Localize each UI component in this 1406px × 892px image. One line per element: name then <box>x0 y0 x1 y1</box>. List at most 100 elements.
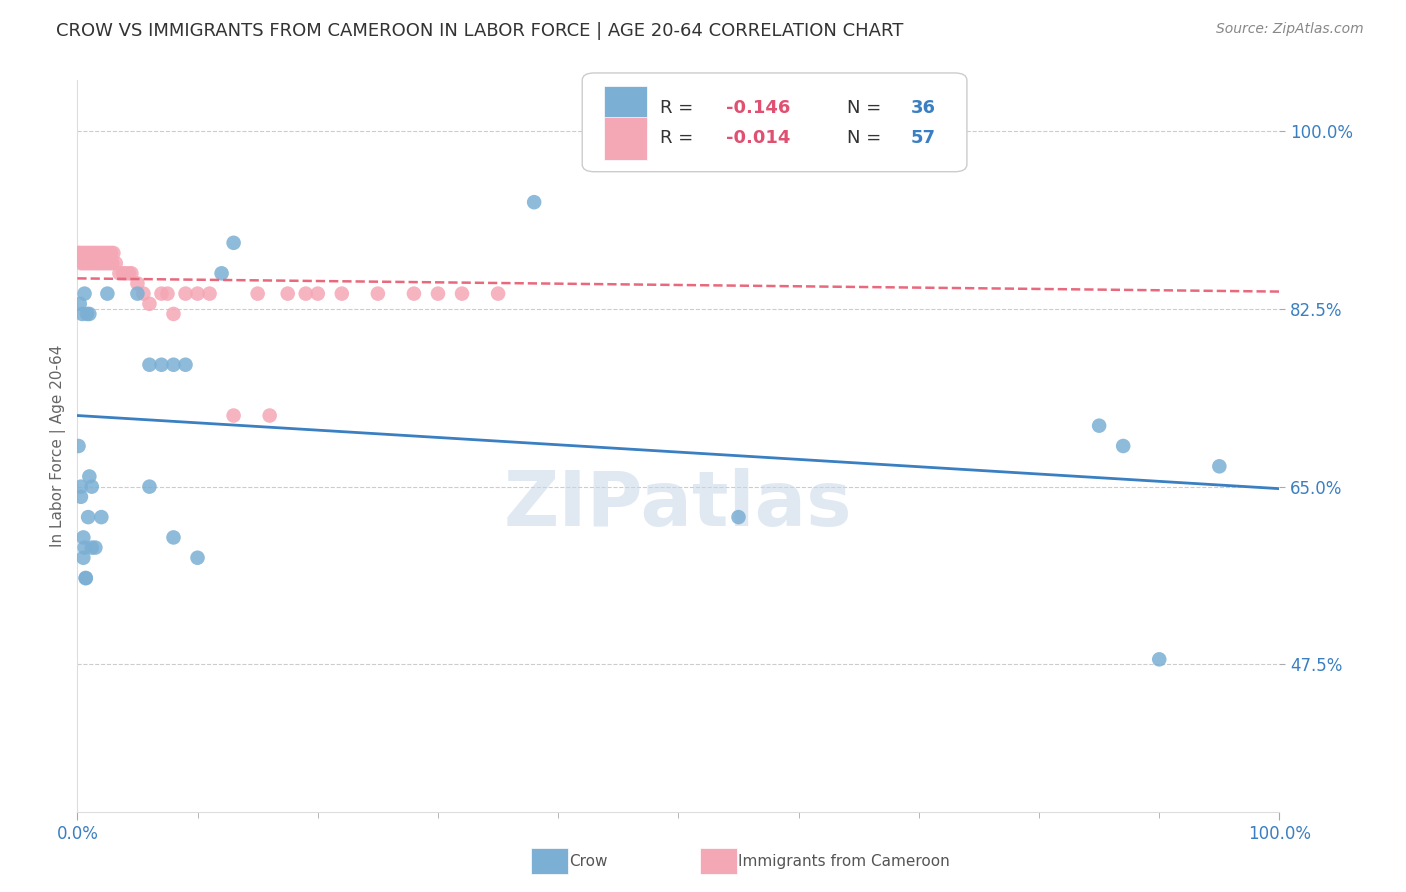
Point <box>174 358 197 372</box>
Point <box>84 541 107 555</box>
Text: -0.146: -0.146 <box>727 99 790 117</box>
Point <box>127 286 149 301</box>
Point <box>211 266 233 280</box>
Point <box>80 541 103 555</box>
Point <box>156 286 179 301</box>
Point <box>174 286 197 301</box>
Point <box>97 246 120 260</box>
Point <box>79 469 101 483</box>
Point <box>186 550 209 565</box>
Point <box>84 256 107 270</box>
Point <box>101 256 124 270</box>
Point <box>75 256 97 270</box>
Point <box>70 490 93 504</box>
Point <box>75 571 97 585</box>
Point <box>727 510 749 524</box>
Point <box>83 246 105 260</box>
Point <box>138 480 160 494</box>
Point <box>186 286 209 301</box>
FancyBboxPatch shape <box>582 73 967 171</box>
Point <box>67 439 90 453</box>
Point <box>73 286 96 301</box>
Point <box>222 235 245 250</box>
Point <box>307 286 329 301</box>
Point <box>138 358 160 372</box>
Point <box>79 246 101 260</box>
Point <box>96 246 118 260</box>
Point <box>96 256 118 270</box>
Text: Source: ZipAtlas.com: Source: ZipAtlas.com <box>1216 22 1364 37</box>
Text: Crow: Crow <box>569 855 607 869</box>
Point <box>94 256 117 270</box>
Point <box>100 246 122 260</box>
Point <box>108 266 131 280</box>
Point <box>70 256 93 270</box>
Point <box>1208 459 1230 474</box>
Point <box>120 266 142 280</box>
Point <box>69 246 91 260</box>
Point <box>523 195 546 210</box>
Point <box>402 286 425 301</box>
Point <box>103 246 125 260</box>
Point <box>91 256 114 270</box>
Point <box>127 277 149 291</box>
Point <box>114 266 136 280</box>
Point <box>198 286 221 301</box>
Point <box>87 246 110 260</box>
Point <box>486 286 509 301</box>
Point <box>1149 652 1171 666</box>
Point <box>1112 439 1135 453</box>
Point <box>80 480 103 494</box>
Point <box>150 286 173 301</box>
Point <box>76 307 98 321</box>
Point <box>90 246 112 260</box>
Point <box>69 297 91 311</box>
Point <box>294 286 316 301</box>
Text: N =: N = <box>846 129 887 147</box>
Text: 36: 36 <box>911 99 935 117</box>
Text: 57: 57 <box>911 129 935 147</box>
FancyBboxPatch shape <box>603 87 647 129</box>
Point <box>87 256 110 270</box>
Point <box>138 297 160 311</box>
Point <box>79 256 101 270</box>
Point <box>82 256 104 270</box>
Point <box>222 409 245 423</box>
Point <box>72 530 94 544</box>
Point <box>67 246 90 260</box>
Point <box>98 256 121 270</box>
Point <box>330 286 353 301</box>
Point <box>73 541 96 555</box>
Point <box>76 246 98 260</box>
Text: R =: R = <box>661 99 699 117</box>
Point <box>86 246 108 260</box>
Point <box>73 246 96 260</box>
Text: Immigrants from Cameroon: Immigrants from Cameroon <box>738 855 950 869</box>
Text: N =: N = <box>846 99 887 117</box>
Point <box>80 246 103 260</box>
Text: CROW VS IMMIGRANTS FROM CAMEROON IN LABOR FORCE | AGE 20-64 CORRELATION CHART: CROW VS IMMIGRANTS FROM CAMEROON IN LABO… <box>56 22 904 40</box>
Point <box>72 256 94 270</box>
Point <box>277 286 299 301</box>
Point <box>89 256 111 270</box>
Point <box>162 358 184 372</box>
Point <box>132 286 155 301</box>
Text: R =: R = <box>661 129 699 147</box>
Point <box>367 286 389 301</box>
Point <box>162 307 184 321</box>
Point <box>77 256 100 270</box>
FancyBboxPatch shape <box>603 117 647 160</box>
Point <box>118 266 141 280</box>
Point <box>90 510 112 524</box>
Point <box>70 246 93 260</box>
Point <box>96 286 118 301</box>
Point <box>70 307 93 321</box>
Point <box>72 550 94 565</box>
Point <box>427 286 450 301</box>
Point <box>70 480 93 494</box>
Text: ZIPatlas: ZIPatlas <box>505 467 852 541</box>
Point <box>79 307 101 321</box>
Point <box>104 256 127 270</box>
Y-axis label: In Labor Force | Age 20-64: In Labor Force | Age 20-64 <box>51 345 66 547</box>
Point <box>75 571 97 585</box>
